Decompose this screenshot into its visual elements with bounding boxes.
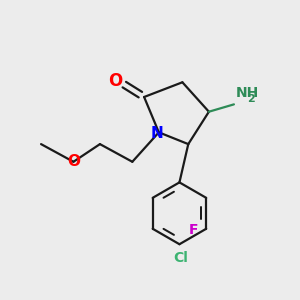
Text: F: F (188, 223, 198, 237)
Text: 2: 2 (247, 94, 255, 104)
Text: O: O (67, 154, 80, 169)
Text: N: N (151, 126, 164, 141)
Text: NH: NH (236, 86, 259, 100)
Text: O: O (108, 72, 122, 90)
Text: Cl: Cl (173, 251, 188, 265)
